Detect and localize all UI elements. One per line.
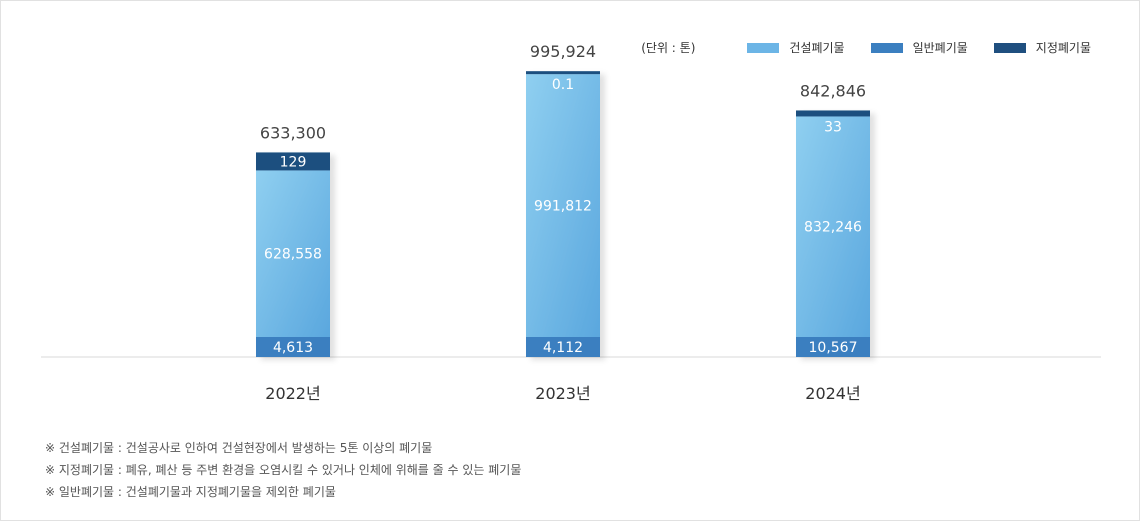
data-label-designated: 129 xyxy=(280,154,307,170)
bar-construction xyxy=(256,170,330,337)
legend-label-general: 일반폐기물 xyxy=(912,41,968,55)
legend-swatch-designated xyxy=(993,42,1026,53)
data-label-general: 4,112 xyxy=(543,340,583,356)
legend-item-general: 일반폐기물 xyxy=(870,39,968,56)
data-label-general: 4,613 xyxy=(273,340,313,356)
legend-item-construction: 건설폐기물 xyxy=(747,39,845,56)
unit-label: (단위 : 톤) xyxy=(641,41,696,55)
x-tick-label: 2022년 xyxy=(265,384,320,403)
legend-label-designated: 지정폐기물 xyxy=(1035,41,1091,55)
x-tick-label: 2024년 xyxy=(805,384,860,403)
footnote-construction: ※ 건설폐기물 : 건설공사로 인하여 건설현장에서 발생하는 5톤 이상의 폐… xyxy=(45,441,433,455)
legend: (단위 : 톤) 건설폐기물 일반폐기물 지정폐기물 xyxy=(641,39,1091,56)
total-label: 842,846 xyxy=(800,81,866,100)
data-label-general: 10,567 xyxy=(809,340,858,356)
bar-general xyxy=(526,337,600,357)
bar-construction xyxy=(526,74,600,337)
legend-item-designated: 지정폐기물 xyxy=(993,39,1091,56)
total-label: 633,300 xyxy=(260,123,326,142)
footnote-general: ※ 일반폐기물 : 건설폐기물과 지정폐기물을 제외한 폐기물 xyxy=(45,485,336,499)
bar-group xyxy=(526,71,600,357)
stacked-bar-chart: 4,613 628,558 129 633,300 2022년 4,112 991,812 0… xyxy=(41,42,1101,403)
bar-group xyxy=(796,110,870,357)
data-label-construction: 628,558 xyxy=(264,247,322,263)
bar-group xyxy=(256,152,330,357)
legend-swatch-construction xyxy=(747,42,780,53)
total-label: 995,924 xyxy=(530,42,596,61)
bar-general xyxy=(796,337,870,357)
x-tick-label: 2023년 xyxy=(535,384,590,403)
bar-designated xyxy=(526,71,600,75)
bar-designated xyxy=(256,152,330,171)
bar-general xyxy=(256,337,330,357)
data-label-designated: 0.1 xyxy=(552,77,574,93)
data-label-construction: 832,246 xyxy=(804,220,862,236)
data-label-designated: 33 xyxy=(824,119,842,135)
bar-designated xyxy=(796,110,870,117)
legend-swatch-general xyxy=(870,42,903,53)
footnotes: ※ 건설폐기물 : 건설공사로 인하여 건설현장에서 발생하는 5톤 이상의 폐… xyxy=(45,437,521,503)
data-label-construction: 991,812 xyxy=(534,199,592,215)
bar-construction xyxy=(796,116,870,338)
footnote-designated: ※ 지정폐기물 : 폐유, 폐산 등 주변 환경을 오염시킬 수 있거나 인체에… xyxy=(45,463,522,477)
legend-label-construction: 건설폐기물 xyxy=(789,41,845,55)
